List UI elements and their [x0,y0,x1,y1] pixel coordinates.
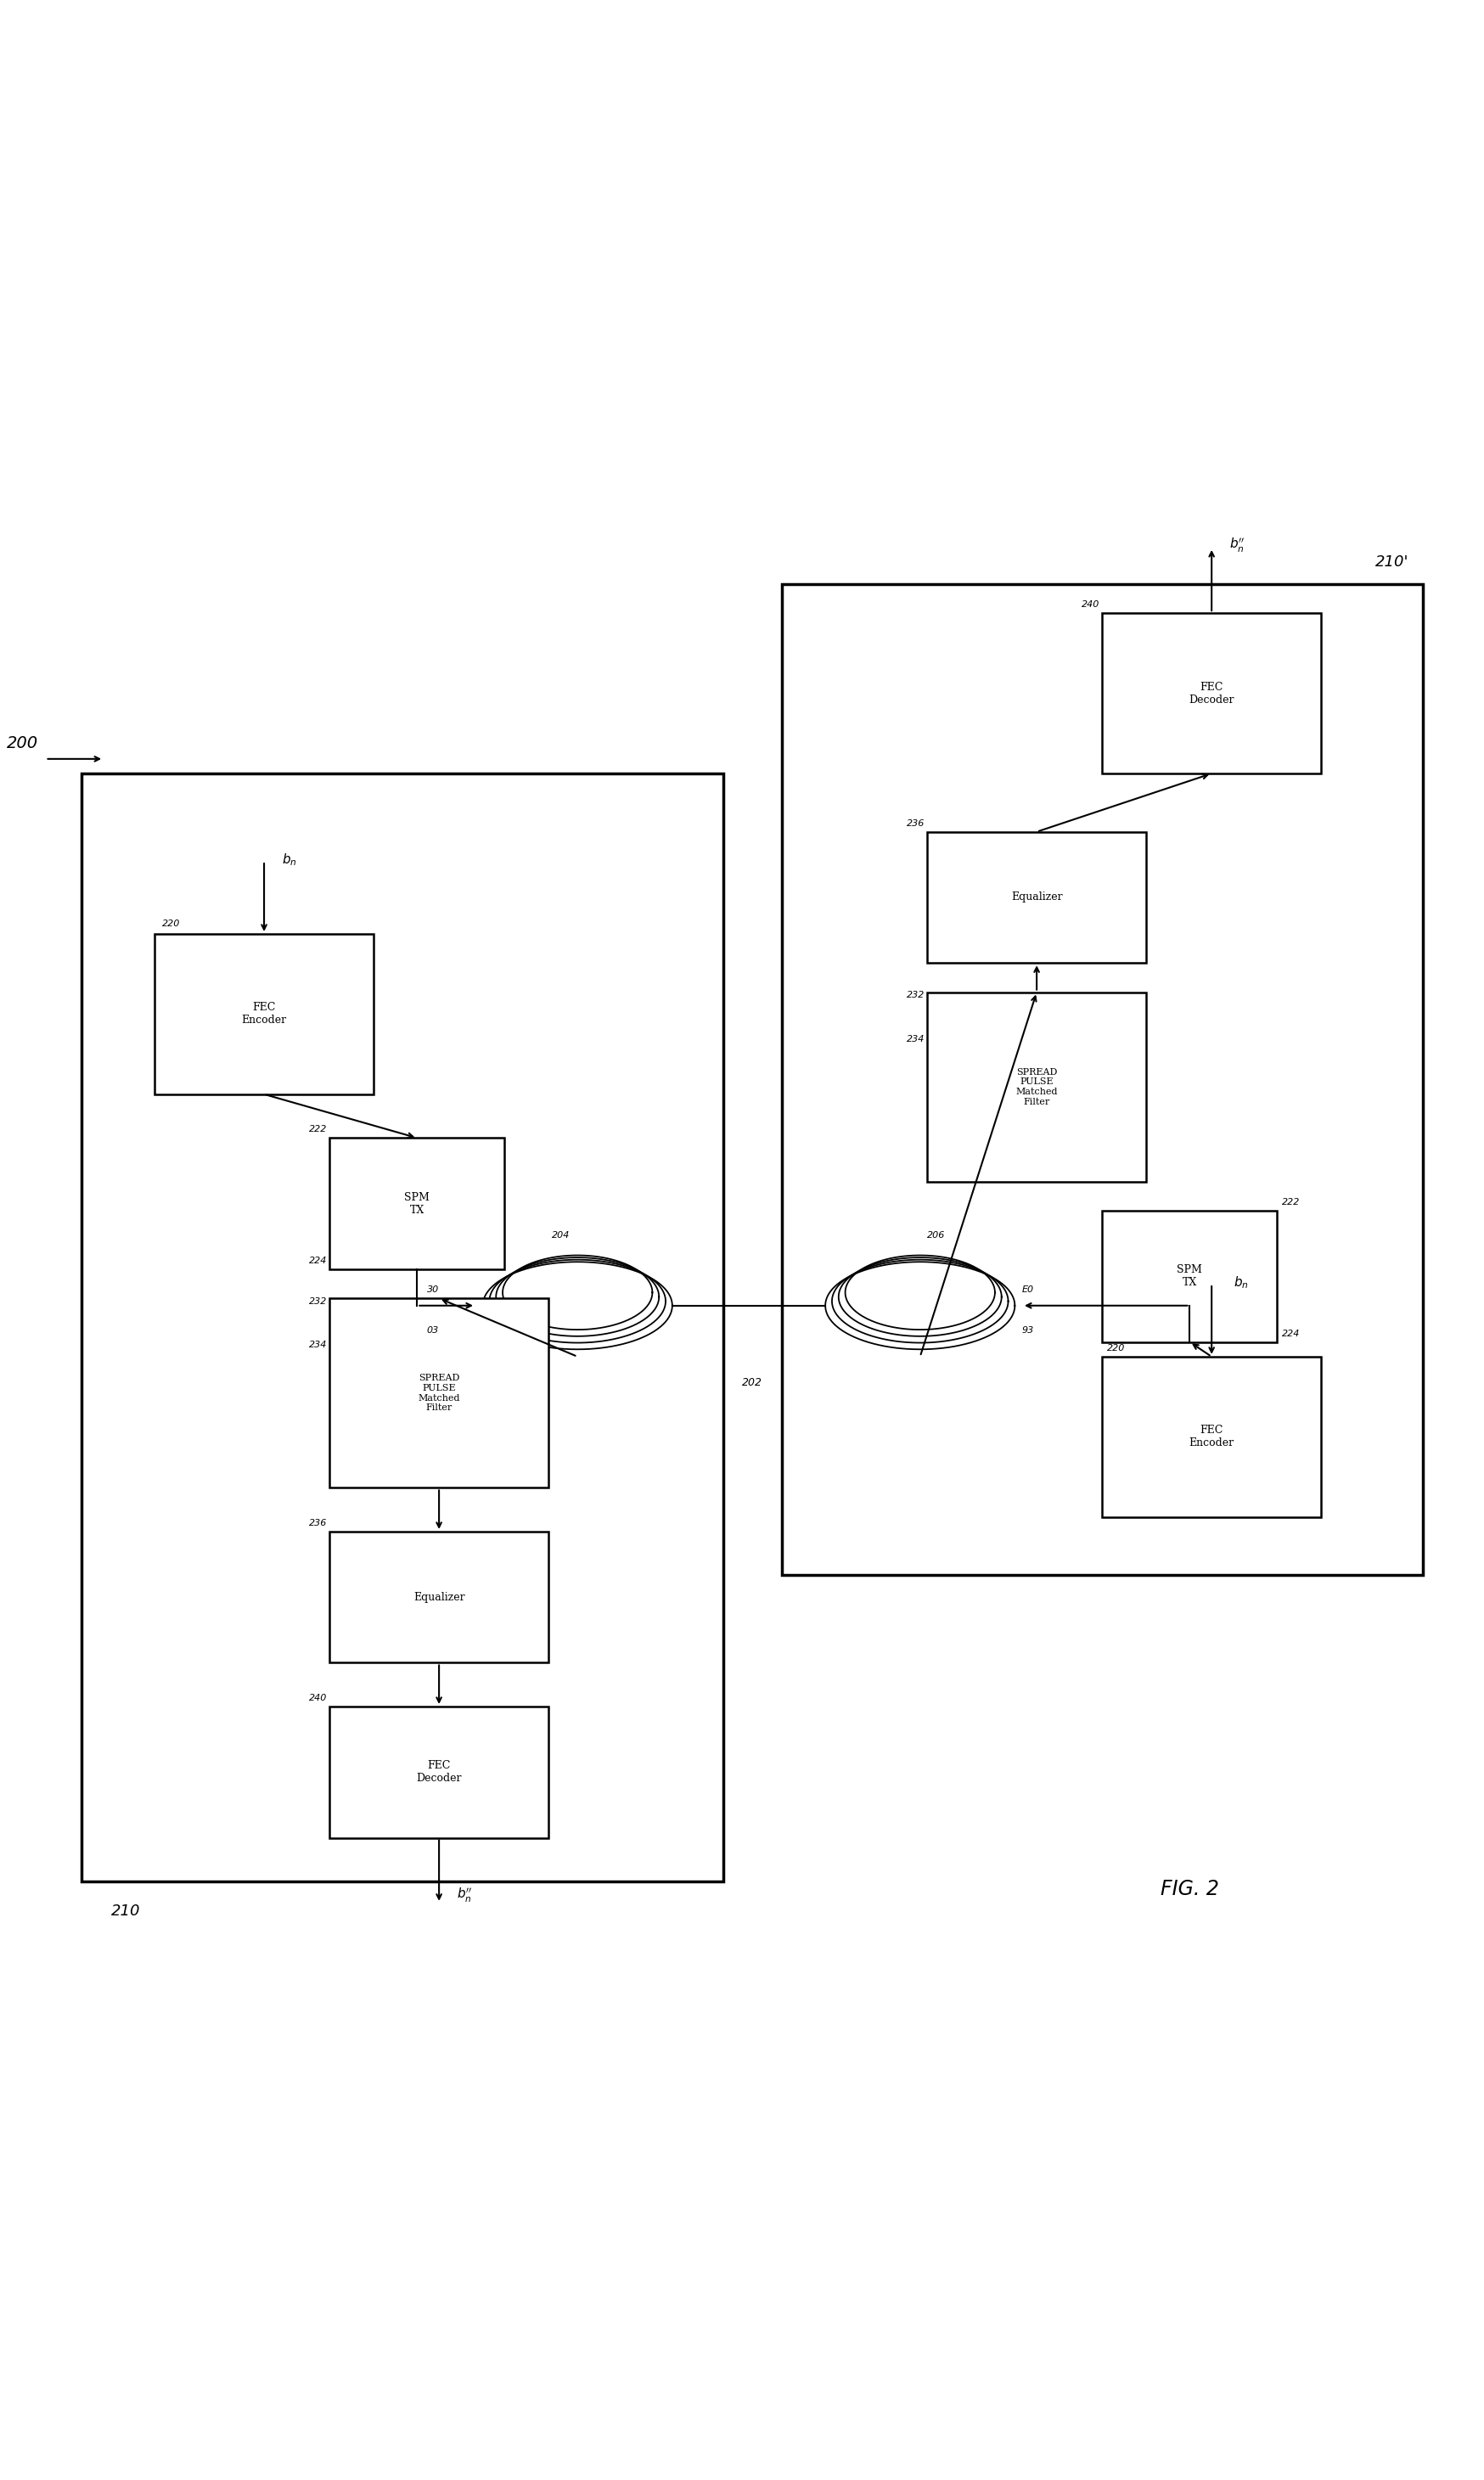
Text: 204: 204 [552,1233,570,1240]
Text: 236: 236 [905,818,925,828]
Text: 224: 224 [1281,1329,1298,1337]
Text: 236: 236 [309,1518,326,1528]
Text: SPREAD
PULSE
Matched
Filter: SPREAD PULSE Matched Filter [1015,1069,1057,1106]
Text: E0: E0 [1021,1285,1033,1295]
FancyBboxPatch shape [928,831,1146,962]
Text: 222: 222 [309,1126,326,1133]
Text: 232: 232 [309,1297,326,1304]
Text: 222: 222 [1281,1198,1298,1205]
FancyBboxPatch shape [1101,1357,1321,1518]
Text: SPM
TX: SPM TX [1177,1265,1202,1287]
Text: 03: 03 [427,1327,439,1334]
Text: FEC
Encoder: FEC Encoder [1189,1426,1233,1448]
Text: SPREAD
PULSE
Matched
Filter: SPREAD PULSE Matched Filter [418,1374,460,1411]
FancyBboxPatch shape [329,1706,548,1838]
FancyBboxPatch shape [329,1300,548,1488]
FancyBboxPatch shape [1101,1210,1276,1342]
Text: 220: 220 [1106,1344,1125,1352]
Text: 206: 206 [928,1233,945,1240]
FancyBboxPatch shape [1101,613,1321,774]
Text: 224: 224 [309,1257,326,1265]
Text: FEC
Decoder: FEC Decoder [1189,682,1233,704]
Text: $b_n''$: $b_n''$ [456,1887,472,1905]
Text: 93: 93 [1021,1327,1034,1334]
Text: 210': 210' [1374,553,1408,570]
Text: 200: 200 [6,737,39,751]
Text: FIG. 2: FIG. 2 [1160,1877,1218,1900]
Text: $b_n''$: $b_n''$ [1229,536,1244,556]
Text: 234: 234 [905,1034,925,1044]
Text: $b_n$: $b_n$ [1233,1275,1248,1290]
FancyBboxPatch shape [329,1138,505,1270]
Text: 210: 210 [111,1902,139,1920]
Text: 234: 234 [309,1342,326,1349]
Text: $b_n$: $b_n$ [282,853,297,868]
Text: 232: 232 [905,992,925,999]
FancyBboxPatch shape [154,935,372,1094]
FancyBboxPatch shape [329,1533,548,1662]
Text: 30: 30 [427,1285,439,1295]
Text: Equalizer: Equalizer [413,1592,464,1602]
FancyBboxPatch shape [781,583,1422,1575]
Text: 220: 220 [162,920,180,928]
Text: 240: 240 [309,1694,326,1701]
Text: SPM
TX: SPM TX [404,1193,429,1215]
FancyBboxPatch shape [928,992,1146,1180]
Text: FEC
Encoder: FEC Encoder [242,1002,286,1027]
FancyBboxPatch shape [82,774,723,1882]
Text: 202: 202 [742,1376,763,1389]
Text: Equalizer: Equalizer [1011,893,1063,903]
Text: FEC
Decoder: FEC Decoder [416,1761,462,1783]
Text: 240: 240 [1080,600,1098,608]
